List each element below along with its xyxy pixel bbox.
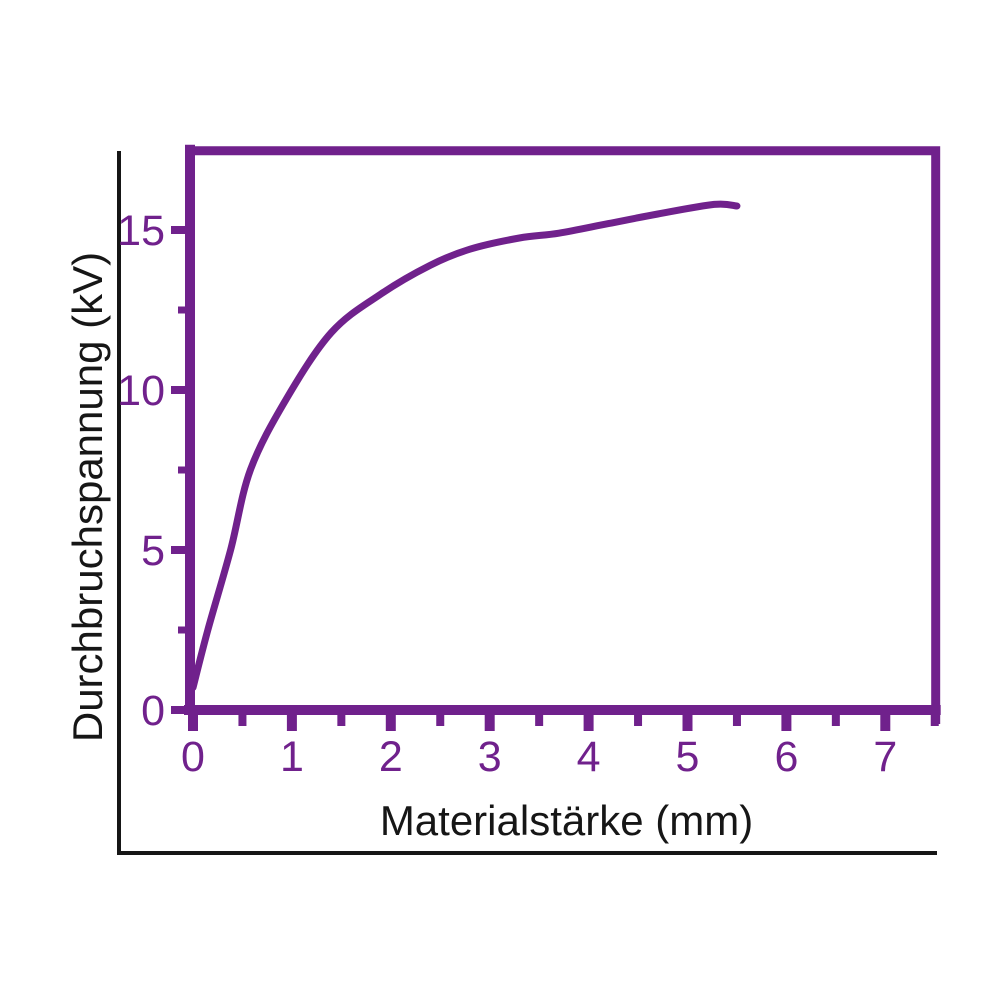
x-tick-label: 7 xyxy=(873,733,897,781)
x-tick-label: 5 xyxy=(676,733,700,781)
data-curve xyxy=(189,200,741,692)
x-tick-label: 2 xyxy=(379,733,403,781)
x-tick-label: 4 xyxy=(577,733,601,781)
x-tick-label: 0 xyxy=(181,733,205,781)
x-tick-label: 1 xyxy=(280,733,304,781)
y-tick-label: 10 xyxy=(117,367,165,415)
outer-frame xyxy=(117,151,937,855)
y-tick-label: 0 xyxy=(141,687,165,735)
x-axis-title: Materialstärke (mm) xyxy=(379,797,754,844)
x-tick-label: 6 xyxy=(774,733,798,781)
x-tick-label: 3 xyxy=(478,733,502,781)
y-tick-label: 15 xyxy=(117,207,165,255)
plot-frame xyxy=(189,146,941,724)
y-axis-title: Durchbruchspannung (kV) xyxy=(64,251,111,743)
y-tick-label: 5 xyxy=(141,527,165,575)
